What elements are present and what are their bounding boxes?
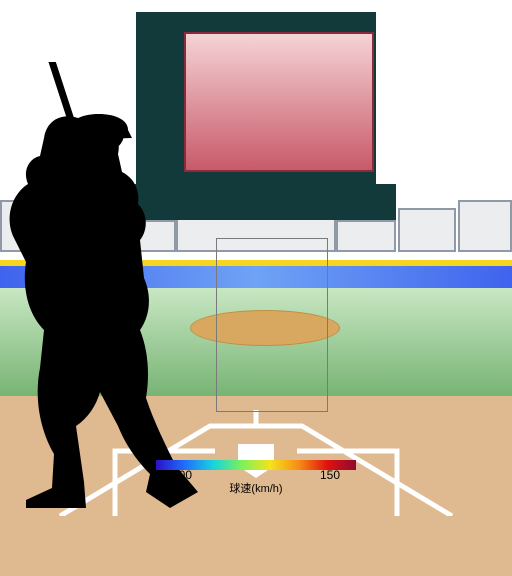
bleacher: [336, 220, 396, 252]
pitch-location-chart: 100 150 球速(km/h): [0, 0, 512, 512]
bleacher: [458, 200, 512, 252]
scoreboard-panel: [184, 32, 374, 172]
bleacher: [398, 208, 456, 252]
speed-tick: 150: [320, 468, 340, 482]
speed-axis-label: 球速(km/h): [150, 480, 362, 496]
batter-silhouette: [0, 62, 200, 512]
speed-legend: 100 150 球速(km/h): [150, 460, 362, 504]
strike-zone: [216, 238, 328, 412]
speed-tick: 100: [172, 468, 192, 482]
